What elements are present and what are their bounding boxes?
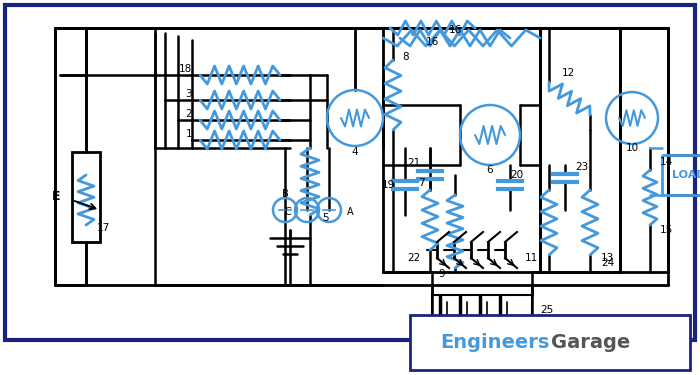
Bar: [662, 155, 700, 195]
Text: 23: 23: [575, 162, 588, 172]
Text: E: E: [52, 190, 60, 204]
Text: 14: 14: [660, 157, 673, 167]
Text: 12: 12: [562, 68, 575, 78]
Text: Garage: Garage: [551, 333, 630, 352]
Text: B: B: [281, 189, 288, 199]
Text: 9: 9: [438, 269, 445, 279]
Text: 24: 24: [601, 258, 615, 268]
Text: 4: 4: [351, 147, 358, 157]
Text: 21: 21: [407, 158, 420, 168]
Text: 16: 16: [426, 37, 439, 47]
Text: 13: 13: [601, 253, 615, 263]
Text: 20: 20: [510, 170, 523, 180]
Bar: [5, 5, 695, 340]
Text: 19: 19: [382, 180, 395, 190]
Text: 25: 25: [540, 305, 553, 315]
Text: A: A: [347, 207, 354, 217]
Text: 7: 7: [418, 178, 425, 188]
Bar: [410, 315, 690, 370]
Text: 17: 17: [97, 223, 111, 233]
Text: 16: 16: [449, 25, 461, 35]
Text: 6: 6: [486, 165, 493, 175]
Text: 11: 11: [525, 253, 538, 263]
Text: 2: 2: [186, 109, 192, 119]
Text: 8: 8: [402, 52, 409, 62]
Text: 5: 5: [322, 213, 328, 223]
Text: 15: 15: [660, 225, 673, 235]
Text: 1: 1: [186, 129, 192, 139]
Text: LOAD: LOAD: [672, 170, 700, 180]
Text: Engineers: Engineers: [440, 333, 550, 352]
Bar: [72, 152, 100, 242]
Text: 22: 22: [407, 253, 421, 263]
Text: 18: 18: [178, 64, 192, 74]
Text: 3: 3: [186, 89, 192, 99]
Bar: [432, 295, 532, 330]
Text: C: C: [284, 207, 291, 217]
Text: 10: 10: [625, 143, 638, 153]
